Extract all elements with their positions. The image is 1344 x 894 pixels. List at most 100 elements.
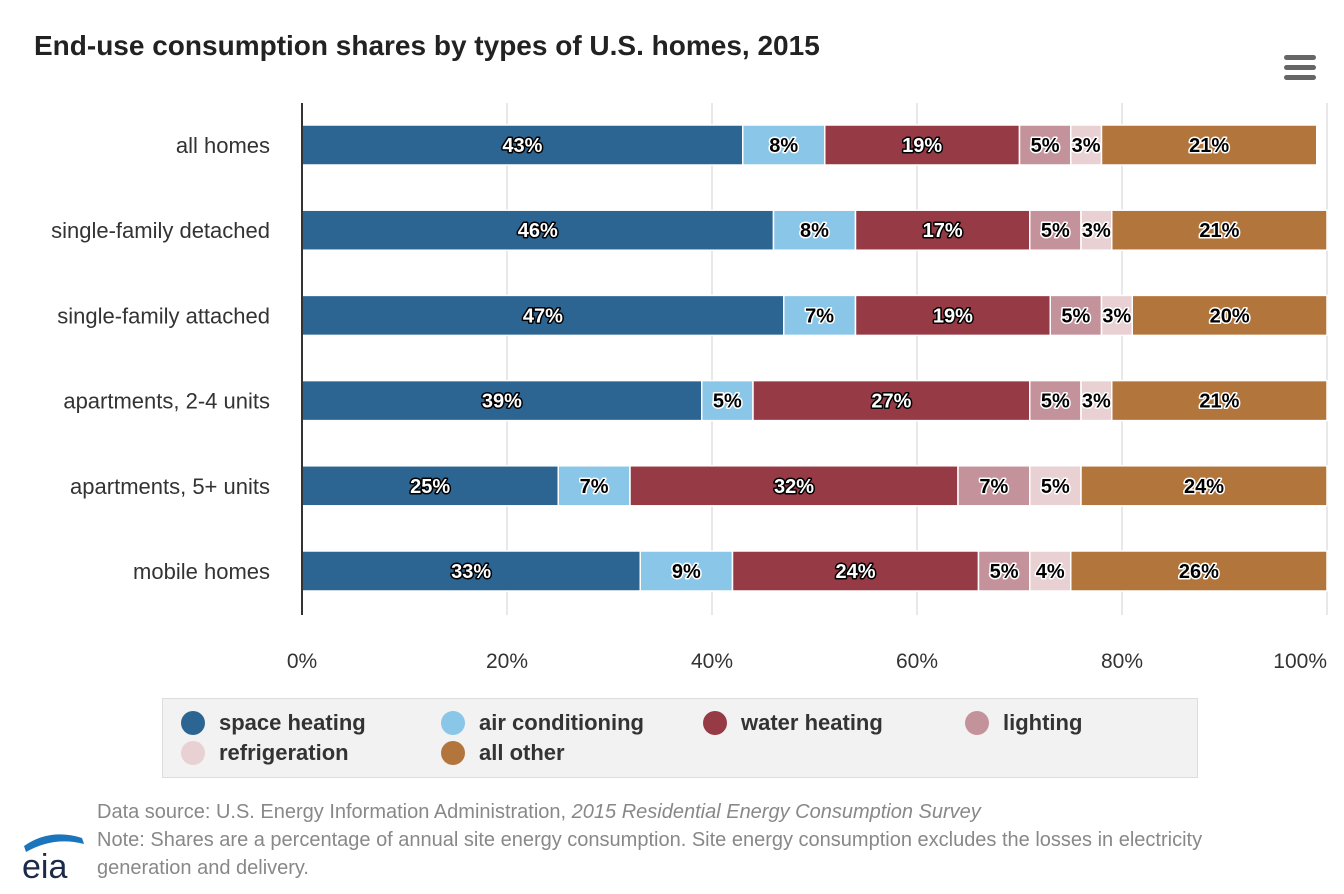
legend-item-all-other[interactable]: all other xyxy=(441,739,565,767)
data-label-single-family-attached-refrigeration: 3% xyxy=(1102,305,1131,327)
bar-mobile-homes-water-heating[interactable] xyxy=(731,550,980,592)
bar-apartments-2-4-units-all-other[interactable] xyxy=(1111,379,1328,422)
bar-single-family-detached-all-other[interactable] xyxy=(1111,209,1328,251)
data-label-mobile-homes-air-conditioning: 9% xyxy=(672,561,701,583)
data-label-apartments-2-4-units-refrigeration: 3% xyxy=(1082,391,1111,413)
bar-mobile-homes-lighting[interactable] xyxy=(977,550,1031,592)
legend-item-air-conditioning[interactable]: air conditioning xyxy=(441,709,644,737)
bar-apartments-2-4-units-lighting[interactable] xyxy=(1029,379,1082,422)
legend-swatch-space-heating xyxy=(181,711,205,735)
data-label-mobile-homes-space-heating: 33% xyxy=(451,561,491,583)
data-label-single-family-detached-all-other: 21% xyxy=(1199,220,1239,242)
data-label-apartments-2-4-units-air-conditioning: 5% xyxy=(713,391,742,413)
legend-label-air-conditioning: air conditioning xyxy=(479,710,644,735)
bar-mobile-homes-air-conditioning[interactable] xyxy=(639,550,734,592)
note-text: Note: Shares are a percentage of annual … xyxy=(97,829,1203,879)
data-label-single-family-detached-lighting: 5% xyxy=(1041,220,1070,242)
bar-mobile-homes-all-other[interactable] xyxy=(1070,550,1328,592)
bar-single-family-attached-lighting[interactable] xyxy=(1049,294,1103,337)
data-label-apartments-5-units-refrigeration: 5% xyxy=(1041,476,1070,498)
x-tick-label-0: 0% xyxy=(287,650,317,673)
legend-item-space-heating[interactable]: space heating xyxy=(181,709,366,737)
bar-apartments-5-units-water-heating[interactable] xyxy=(629,465,959,507)
data-label-apartments-2-4-units-water-heating: 27% xyxy=(871,391,911,413)
category-label-mobile-homes: mobile homes xyxy=(133,559,270,584)
bar-all-homes-refrigeration[interactable] xyxy=(1070,124,1103,166)
chart-footer: Data source: U.S. Energy Information Adm… xyxy=(97,798,1297,882)
data-labels: 43% 8% 19% 5% 3% 21% 46% 8% 17% 5% 3% 21% 47% 7% 19% 5%… xyxy=(409,134,1252,585)
bar-all-homes-lighting[interactable] xyxy=(1018,124,1072,166)
bar-segments xyxy=(301,124,1328,592)
data-label-mobile-homes-all-other: 26% xyxy=(1179,561,1219,583)
legend-label-lighting: lighting xyxy=(1003,710,1083,735)
data-label-single-family-attached-all-other: 20% xyxy=(1210,305,1250,327)
data-label-single-family-attached-space-heating: 47% xyxy=(523,305,563,327)
legend-item-refrigeration[interactable]: refrigeration xyxy=(181,739,349,767)
data-label-all-homes-space-heating: 43% xyxy=(502,135,542,157)
legend: space heating air conditioning water heati… xyxy=(162,698,1198,778)
bar-single-family-detached-space-heating[interactable] xyxy=(301,209,775,251)
data-label-apartments-5-units-lighting: 7% xyxy=(979,476,1008,498)
x-tick-label-80: 80% xyxy=(1101,650,1143,673)
x-tick-label-40: 40% xyxy=(691,650,733,673)
data-label-apartments-5-units-water-heating: 32% xyxy=(774,476,814,498)
bar-apartments-5-units-all-other[interactable] xyxy=(1080,465,1328,507)
data-label-apartments-5-units-all-other: 24% xyxy=(1184,476,1224,498)
hamburger-menu-icon-line-3 xyxy=(1284,75,1316,80)
eia-logo: eia xyxy=(22,834,84,884)
data-label-all-homes-air-conditioning: 8% xyxy=(769,135,798,157)
bar-all-homes-air-conditioning[interactable] xyxy=(742,124,826,166)
x-tick-label-60: 60% xyxy=(896,650,938,673)
hamburger-menu-icon-line-2 xyxy=(1284,65,1316,70)
data-source-line: Data source: U.S. Energy Information Adm… xyxy=(97,798,1297,826)
data-label-single-family-attached-water-heating: 19% xyxy=(933,305,973,327)
data-label-apartments-2-4-units-lighting: 5% xyxy=(1041,391,1070,413)
data-label-single-family-detached-space-heating: 46% xyxy=(518,220,558,242)
data-label-mobile-homes-lighting: 5% xyxy=(990,561,1019,583)
bar-single-family-detached-water-heating[interactable] xyxy=(854,209,1031,251)
x-tick-label-20: 20% xyxy=(486,650,528,673)
gridlines xyxy=(506,103,1328,615)
bar-single-family-detached-refrigeration[interactable] xyxy=(1080,209,1113,251)
bar-apartments-5-units-space-heating[interactable] xyxy=(301,465,559,507)
legend-label-refrigeration: refrigeration xyxy=(219,740,349,765)
legend-label-all-other: all other xyxy=(479,740,565,765)
data-label-single-family-attached-lighting: 5% xyxy=(1061,305,1090,327)
chart-title: End-use consumption shares by types of U… xyxy=(34,30,820,61)
legend-item-lighting[interactable]: lighting xyxy=(965,709,1082,737)
data-label-mobile-homes-water-heating: 24% xyxy=(835,561,875,583)
bar-apartments-5-units-air-conditioning[interactable] xyxy=(557,465,631,507)
legend-label-water-heating: water heating xyxy=(741,710,883,735)
legend-label-space-heating: space heating xyxy=(219,710,366,735)
data-label-single-family-detached-air-conditioning: 8% xyxy=(800,220,829,242)
bar-apartments-2-4-units-refrigeration[interactable] xyxy=(1080,379,1113,422)
category-label-single-family-attached: single-family attached xyxy=(57,303,270,328)
data-label-all-homes-water-heating: 19% xyxy=(902,135,942,157)
data-label-mobile-homes-refrigeration: 4% xyxy=(1036,561,1065,583)
data-label-single-family-detached-refrigeration: 3% xyxy=(1082,220,1111,242)
bar-single-family-attached-water-heating[interactable] xyxy=(854,294,1051,337)
data-source-prefix: Data source: U.S. Energy Information Adm… xyxy=(97,801,572,823)
legend-item-water-heating[interactable]: water heating xyxy=(703,709,883,737)
data-label-apartments-2-4-units-all-other: 21% xyxy=(1199,391,1239,413)
bar-single-family-detached-lighting[interactable] xyxy=(1029,209,1082,251)
chart-menu-button[interactable] xyxy=(1282,52,1320,84)
bar-all-homes-water-heating[interactable] xyxy=(824,124,1021,166)
bar-apartments-2-4-units-water-heating[interactable] xyxy=(752,379,1031,422)
data-label-single-family-attached-air-conditioning: 7% xyxy=(805,305,834,327)
data-label-apartments-5-units-space-heating: 25% xyxy=(410,476,450,498)
data-source-title: 2015 Residential Energy Consumption Surv… xyxy=(571,801,981,823)
data-label-apartments-5-units-air-conditioning: 7% xyxy=(580,476,609,498)
bar-apartments-2-4-units-space-heating[interactable] xyxy=(301,379,703,422)
bar-all-homes-all-other[interactable] xyxy=(1100,124,1318,166)
data-label-all-homes-lighting: 5% xyxy=(1031,135,1060,157)
data-label-all-homes-refrigeration: 3% xyxy=(1072,135,1101,157)
category-label-single-family-detached: single-family detached xyxy=(51,218,270,243)
eia-logo-swoosh xyxy=(24,834,84,852)
axes: 0% 20% 40% 60% 80% 100% all homes single-family… xyxy=(51,103,1327,673)
legend-swatch-water-heating xyxy=(703,711,727,735)
legend-swatch-lighting xyxy=(965,711,989,735)
bar-single-family-attached-all-other[interactable] xyxy=(1131,294,1328,337)
legend-swatch-refrigeration xyxy=(181,741,205,765)
bar-single-family-attached-refrigeration[interactable] xyxy=(1100,294,1133,337)
